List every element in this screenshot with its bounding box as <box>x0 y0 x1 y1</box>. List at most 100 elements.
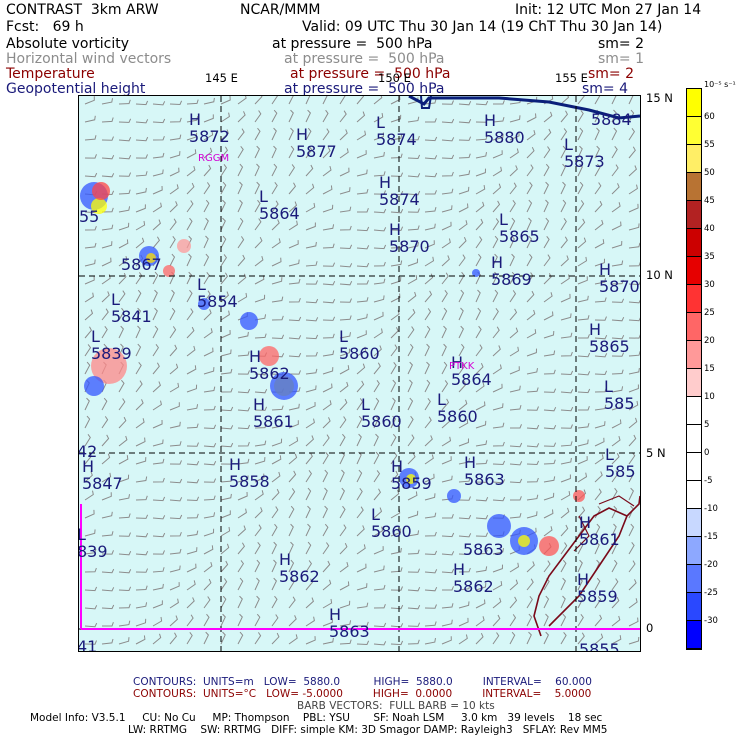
wind-barb <box>288 634 298 645</box>
colorbar-cell <box>687 285 701 313</box>
wind-barb <box>84 226 97 231</box>
wind-barb <box>526 424 540 430</box>
wind-barb <box>441 417 451 429</box>
wind-barb <box>390 243 403 249</box>
field-name: Horizontal wind vectors <box>6 51 172 67</box>
wind-barb <box>628 617 639 627</box>
wind-barb <box>373 507 383 519</box>
wind-barb <box>356 640 370 646</box>
wind-barb <box>305 505 311 519</box>
wind-barb <box>118 603 131 609</box>
wind-barb <box>237 631 244 645</box>
wind-barb <box>577 181 584 195</box>
wind-barb <box>169 548 182 555</box>
wind-barb <box>509 253 515 267</box>
wind-barb <box>543 476 556 483</box>
wind-barb <box>152 616 163 627</box>
wind-barb <box>577 541 584 555</box>
contour-label: 5863 <box>463 540 504 559</box>
wind-barb <box>84 415 91 429</box>
wind-barb <box>339 315 352 321</box>
wind-barb <box>135 476 148 483</box>
wind-barb <box>407 154 421 160</box>
wind-barb <box>186 99 199 105</box>
wind-barb <box>611 559 618 573</box>
wind-barb <box>322 434 330 447</box>
wind-barb <box>611 470 619 483</box>
wind-barb <box>526 146 535 159</box>
wind-barb <box>220 543 230 555</box>
wind-barb <box>322 487 328 501</box>
wind-barb <box>254 275 265 285</box>
wind-barb <box>424 361 430 375</box>
wind-barb <box>407 291 417 303</box>
wind-barb <box>441 255 450 267</box>
wind-barb <box>220 129 229 141</box>
wind-barb <box>237 407 251 412</box>
wind-barb <box>611 260 624 267</box>
wind-barb <box>407 622 421 627</box>
vorticity-shading <box>198 298 210 310</box>
wind-barb <box>611 316 625 322</box>
wind-barb <box>441 325 447 339</box>
wind-barb <box>186 597 195 609</box>
wind-barb <box>543 254 551 267</box>
wind-barb <box>203 578 212 591</box>
wind-barb <box>203 512 216 519</box>
colorbar-tick: 35 <box>704 252 715 262</box>
wind-barb <box>373 470 381 483</box>
wind-barb <box>84 509 95 519</box>
wind-barb <box>441 272 449 285</box>
wind-barb <box>390 344 398 357</box>
wind-barb <box>390 260 403 267</box>
wind-barb <box>305 222 316 231</box>
wind-barb <box>356 380 365 393</box>
wind-barb <box>560 613 567 627</box>
wind-barb <box>424 325 431 339</box>
wind-barb <box>356 169 368 177</box>
field-smoothing: sm= 1 <box>598 51 645 67</box>
wind-barb <box>492 548 504 555</box>
wind-barb <box>322 451 329 465</box>
wind-barb <box>577 472 588 483</box>
wind-barb <box>101 308 109 321</box>
wind-barb <box>356 226 370 232</box>
wind-barb <box>475 118 488 123</box>
wind-barb <box>220 310 230 321</box>
wind-barb <box>390 96 401 105</box>
wind-barb <box>220 164 228 177</box>
wind-barb <box>407 530 420 537</box>
wind-barb <box>271 238 281 249</box>
wind-barb <box>288 559 295 573</box>
wind-barb <box>220 631 226 645</box>
wind-barb <box>594 577 601 591</box>
wind-barb <box>373 151 385 159</box>
wind-barb <box>203 199 210 213</box>
wind-barb <box>628 541 635 555</box>
contour-label: H 5847 <box>82 457 123 493</box>
wind-barb <box>390 310 400 321</box>
wind-barb <box>305 452 313 465</box>
wind-barb <box>611 334 625 340</box>
wind-barb <box>560 128 568 141</box>
wind-barb <box>407 116 420 123</box>
wind-barb <box>492 460 506 466</box>
wind-barb <box>101 472 112 483</box>
wind-barb <box>135 325 141 339</box>
wind-barb <box>475 307 482 321</box>
wind-barb <box>611 109 617 123</box>
wind-barb <box>594 523 601 537</box>
wind-barb <box>152 307 158 321</box>
field-smoothing: sm= 2 <box>588 66 635 82</box>
wind-barb <box>560 474 571 483</box>
wind-barb <box>458 203 469 213</box>
wind-barb <box>577 276 588 285</box>
wind-barb <box>101 511 113 519</box>
wind-barb <box>356 363 366 375</box>
contour-label: H 5880 <box>484 111 525 147</box>
wind-barb <box>594 297 607 303</box>
wind-barb <box>220 595 227 609</box>
wind-barb <box>322 598 333 609</box>
wind-barb <box>578 406 590 411</box>
wind-barb <box>118 379 125 393</box>
